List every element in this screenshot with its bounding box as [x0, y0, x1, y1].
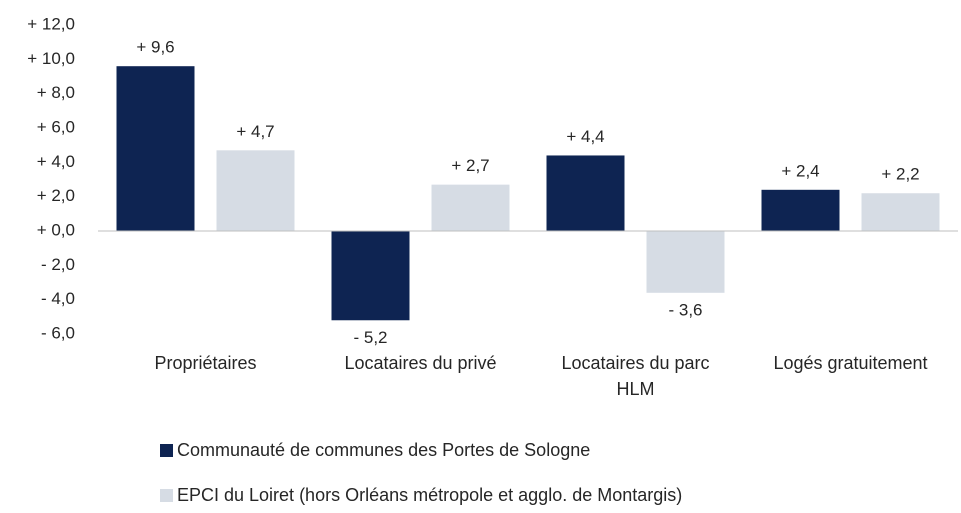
y-tick-label: + 4,0 [37, 152, 75, 171]
legend-item: Communauté de communes des Portes de Sol… [160, 440, 590, 461]
legend-label: Communauté de communes des Portes de Sol… [177, 440, 591, 460]
legend-swatch [160, 489, 173, 502]
y-tick-label: + 6,0 [37, 117, 75, 136]
value-label: + 4,4 [566, 127, 604, 146]
bar [761, 189, 840, 231]
bar [116, 66, 195, 231]
bar [431, 184, 510, 231]
value-label: + 2,7 [451, 156, 489, 175]
value-label: + 4,7 [236, 122, 274, 141]
y-tick-label: + 2,0 [37, 186, 75, 205]
y-tick-label: + 12,0 [27, 14, 75, 33]
y-tick-label: - 2,0 [41, 255, 75, 274]
x-tick-label: Locataires du privé [344, 353, 497, 373]
value-label: - 5,2 [353, 328, 387, 347]
x-tick-label: Propriétaires [154, 353, 257, 373]
legend-swatch [160, 444, 173, 457]
bar [646, 231, 725, 293]
value-label: + 9,6 [136, 38, 174, 57]
legend-item: EPCI du Loiret (hors Orléans métropole e… [160, 485, 682, 506]
y-tick-label: + 10,0 [27, 49, 75, 68]
bar [331, 231, 410, 321]
legend-label: EPCI du Loiret (hors Orléans métropole e… [177, 485, 683, 505]
x-tick-label: Logés gratuitement [773, 353, 928, 373]
y-tick-label: + 0,0 [37, 220, 75, 239]
bar [216, 150, 295, 231]
y-tick-label: + 8,0 [37, 83, 75, 102]
x-tick-label: Locataires du parc HLM [561, 353, 710, 399]
bar [861, 193, 940, 231]
bar [546, 155, 625, 231]
value-label: + 2,4 [781, 161, 819, 180]
y-tick-label: - 6,0 [41, 323, 75, 342]
y-tick-label: - 4,0 [41, 289, 75, 308]
value-label: - 3,6 [668, 300, 702, 319]
value-label: + 2,2 [881, 165, 919, 184]
